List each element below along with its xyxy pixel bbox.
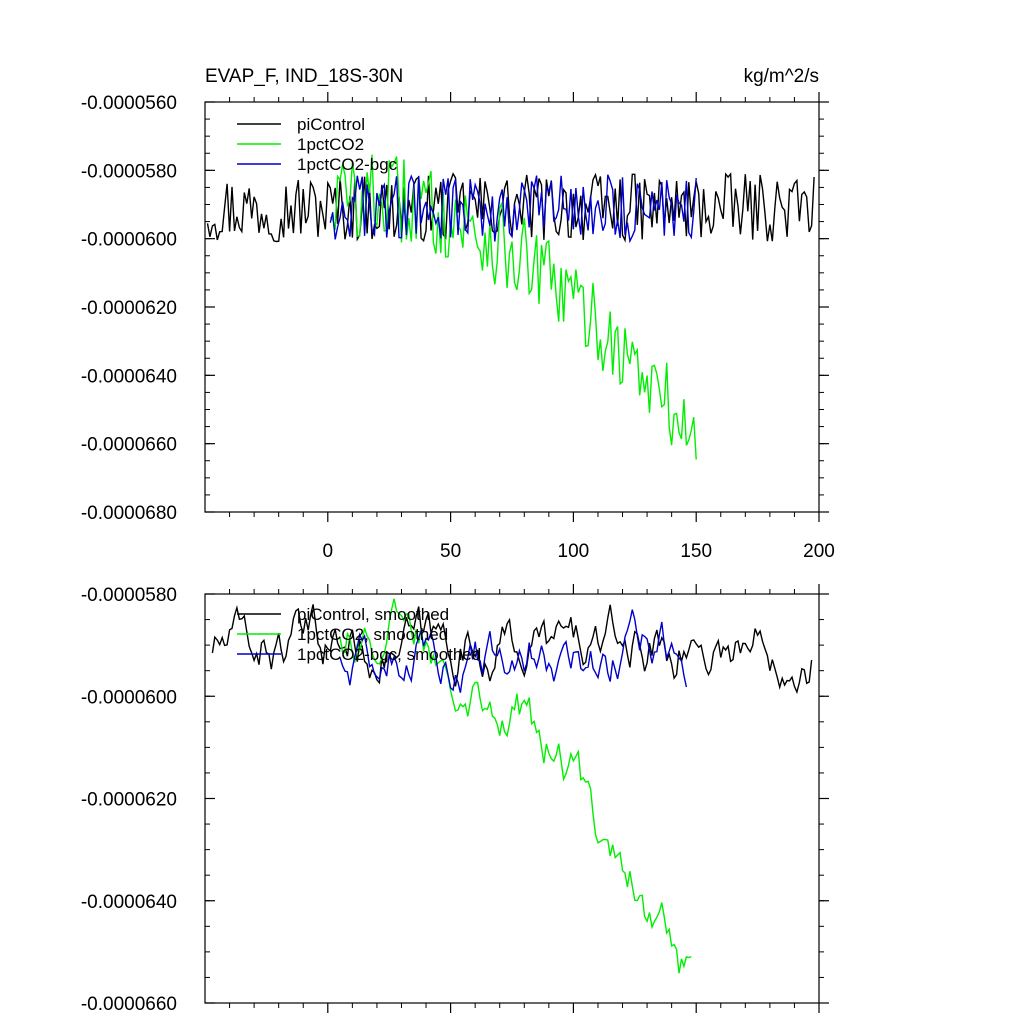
top-panel: EVAP_F, IND_18S-30N kg/m^2/s 0 50 100 150 20… <box>81 66 835 562</box>
y-tick-label: -0.0000620 <box>81 298 177 319</box>
x-tick-label: 200 <box>803 541 835 562</box>
legend-label: piControl, smoothed <box>297 605 449 624</box>
top-chart-units: kg/m^2/s <box>744 66 819 87</box>
x-tick-label: 100 <box>558 541 590 562</box>
y-tick-label: -0.0000580 <box>81 161 177 182</box>
top-axes: 0 50 100 150 200 -0.0000560 -0.0000580 -0.00006… <box>81 92 835 562</box>
x-tick-label: 150 <box>680 541 712 562</box>
series-line-picontrol-smoothed <box>211 604 813 695</box>
series-line-1pctco2-smoothed <box>339 598 692 974</box>
legend-label: 1pctCO2, smoothed <box>297 625 448 644</box>
y-tick-label: -0.0000660 <box>81 994 177 1015</box>
x-tick-label: 0 <box>323 541 334 562</box>
y-tick-label: -0.0000600 <box>81 230 177 251</box>
y-tick-label: -0.0000600 <box>81 687 177 708</box>
y-tick-label: -0.0000560 <box>81 93 177 114</box>
series-line-picontrol <box>206 172 815 243</box>
y-tick-label: -0.0000640 <box>81 366 177 387</box>
series-line-1pctco2-bgc-smoothed <box>339 609 688 693</box>
y-tick-label: -0.0000660 <box>81 435 177 456</box>
y-tick-label: -0.0000640 <box>81 892 177 913</box>
legend-label: 1pctCO2-bgc, smoothed <box>297 645 481 664</box>
bottom-panel: -0.0000580 -0.0000600 -0.0000620 -0.0000640… <box>81 584 829 1015</box>
legend-label: piControl <box>297 115 365 134</box>
legend-label: 1pctCO2-bgc <box>297 155 398 174</box>
y-tick-label: -0.0000620 <box>81 790 177 811</box>
x-tick-label: 50 <box>440 541 461 562</box>
y-tick-label: -0.0000580 <box>81 585 177 606</box>
bottom-series-group <box>211 598 813 974</box>
bottom-axes: -0.0000580 -0.0000600 -0.0000620 -0.0000640… <box>81 584 829 1015</box>
series-line-1pctco2 <box>329 154 697 460</box>
top-series-group <box>206 154 815 460</box>
series-line-1pctco2-bgc <box>329 174 697 244</box>
top-chart-title: EVAP_F, IND_18S-30N <box>205 66 403 87</box>
y-tick-label: -0.0000680 <box>81 503 177 524</box>
legend-label: 1pctCO2 <box>297 135 364 154</box>
